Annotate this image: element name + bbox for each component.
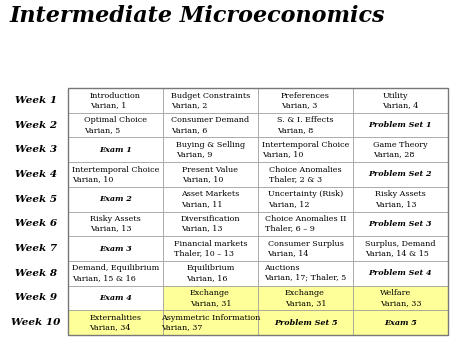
Text: Externalities
Varian, 34: Externalities Varian, 34 — [90, 314, 141, 331]
Text: Problem Set 4: Problem Set 4 — [369, 269, 432, 277]
Text: Present Value
Varian, 10: Present Value Varian, 10 — [183, 166, 238, 183]
Bar — [258, 261, 353, 286]
Text: Exam 1: Exam 1 — [99, 146, 132, 154]
Text: Exam 4: Exam 4 — [99, 294, 132, 302]
Text: Equilibrium
Varian, 16: Equilibrium Varian, 16 — [186, 265, 235, 282]
Bar — [258, 286, 353, 310]
Text: Intertemporal Choice
Varian, 10: Intertemporal Choice Varian, 10 — [72, 166, 159, 183]
Bar — [258, 162, 353, 187]
Text: Consumer Surplus
Varian, 14: Consumer Surplus Varian, 14 — [268, 240, 343, 257]
Bar — [68, 236, 163, 261]
Bar — [68, 138, 163, 162]
Text: Exam 2: Exam 2 — [99, 195, 132, 203]
Text: Week 9: Week 9 — [15, 293, 57, 303]
Text: Intermediate Microeconomics: Intermediate Microeconomics — [9, 5, 385, 27]
Bar — [258, 187, 353, 212]
Text: Week 7: Week 7 — [15, 244, 57, 253]
Text: Week 1: Week 1 — [15, 96, 57, 105]
Bar — [353, 286, 448, 310]
Bar — [353, 261, 448, 286]
Text: Problem Set 3: Problem Set 3 — [369, 220, 432, 228]
Bar — [68, 310, 163, 335]
Text: Auctions
Varian, 17; Thaler, 5: Auctions Varian, 17; Thaler, 5 — [265, 265, 346, 282]
Bar — [68, 88, 163, 113]
Text: Uncertainty (Risk)
Varian, 12: Uncertainty (Risk) Varian, 12 — [268, 190, 343, 208]
Bar — [163, 261, 258, 286]
Bar — [68, 212, 163, 236]
Bar — [163, 310, 258, 335]
Bar — [258, 236, 353, 261]
Text: Budget Constraints
Varian, 2: Budget Constraints Varian, 2 — [171, 92, 250, 109]
Bar — [353, 113, 448, 138]
Bar — [353, 88, 448, 113]
Bar — [163, 212, 258, 236]
Text: Optimal Choice
Varian, 5: Optimal Choice Varian, 5 — [84, 116, 147, 134]
Bar — [353, 162, 448, 187]
Text: Buying & Selling
Varian, 9: Buying & Selling Varian, 9 — [176, 141, 245, 159]
Bar — [353, 138, 448, 162]
Text: Risky Assets
Varian, 13: Risky Assets Varian, 13 — [375, 190, 426, 208]
Text: Demand, Equilibrium
Varian, 15 & 16: Demand, Equilibrium Varian, 15 & 16 — [72, 265, 159, 282]
Text: Exchange
Varian, 31: Exchange Varian, 31 — [285, 289, 326, 307]
Text: Utility
Varian, 4: Utility Varian, 4 — [382, 92, 418, 109]
Text: Game Theory
Varian, 28: Game Theory Varian, 28 — [373, 141, 428, 159]
Text: S. & I. Effects
Varian, 8: S. & I. Effects Varian, 8 — [277, 116, 334, 134]
Text: Preferences
Varian, 3: Preferences Varian, 3 — [281, 92, 330, 109]
Bar — [163, 88, 258, 113]
Text: Risky Assets
Varian, 13: Risky Assets Varian, 13 — [90, 215, 141, 233]
Text: Week 4: Week 4 — [15, 170, 57, 179]
Bar — [163, 286, 258, 310]
Text: Exchange
Varian, 31: Exchange Varian, 31 — [190, 289, 231, 307]
Text: Exam 5: Exam 5 — [384, 319, 417, 327]
Text: Welfare
Varian, 33: Welfare Varian, 33 — [380, 289, 421, 307]
Text: Problem Set 2: Problem Set 2 — [369, 170, 432, 178]
Text: Asymmetric Information
Varian, 37: Asymmetric Information Varian, 37 — [161, 314, 260, 331]
Bar — [68, 88, 448, 335]
Bar — [163, 236, 258, 261]
Bar — [353, 310, 448, 335]
Bar — [258, 212, 353, 236]
Text: Week 2: Week 2 — [15, 121, 57, 129]
Bar — [258, 310, 353, 335]
Text: Week 5: Week 5 — [15, 195, 57, 204]
Bar — [163, 162, 258, 187]
Bar — [163, 138, 258, 162]
Bar — [258, 88, 353, 113]
Bar — [68, 187, 163, 212]
Text: Introduction
Varian, 1: Introduction Varian, 1 — [90, 92, 141, 109]
Text: Intertemporal Choice
Varian, 10: Intertemporal Choice Varian, 10 — [262, 141, 349, 159]
Bar — [68, 261, 163, 286]
Text: Week 10: Week 10 — [11, 318, 61, 327]
Text: Choice Anomalies II
Thaler, 6 – 9: Choice Anomalies II Thaler, 6 – 9 — [265, 215, 346, 233]
Bar — [68, 162, 163, 187]
Bar — [353, 187, 448, 212]
Text: Problem Set 5: Problem Set 5 — [274, 319, 338, 327]
Bar — [353, 212, 448, 236]
Text: Asset Markets
Varian, 11: Asset Markets Varian, 11 — [181, 190, 239, 208]
Bar — [258, 113, 353, 138]
Bar — [68, 113, 163, 138]
Bar — [163, 113, 258, 138]
Bar — [353, 236, 448, 261]
Bar — [163, 187, 258, 212]
Text: Choice Anomalies
Thaler, 2 & 3: Choice Anomalies Thaler, 2 & 3 — [269, 166, 342, 183]
Text: Surplus, Demand
Varian, 14 & 15: Surplus, Demand Varian, 14 & 15 — [365, 240, 436, 257]
Text: Financial markets
Thaler, 10 – 13: Financial markets Thaler, 10 – 13 — [174, 240, 247, 257]
Text: Exam 3: Exam 3 — [99, 245, 132, 252]
Text: Week 8: Week 8 — [15, 269, 57, 278]
Text: Consumer Demand
Varian, 6: Consumer Demand Varian, 6 — [171, 116, 250, 134]
Text: Diversification
Varian, 13: Diversification Varian, 13 — [181, 215, 240, 233]
Text: Week 6: Week 6 — [15, 219, 57, 228]
Bar — [68, 286, 163, 310]
Bar — [258, 138, 353, 162]
Text: Problem Set 1: Problem Set 1 — [369, 121, 432, 129]
Text: Week 3: Week 3 — [15, 145, 57, 154]
